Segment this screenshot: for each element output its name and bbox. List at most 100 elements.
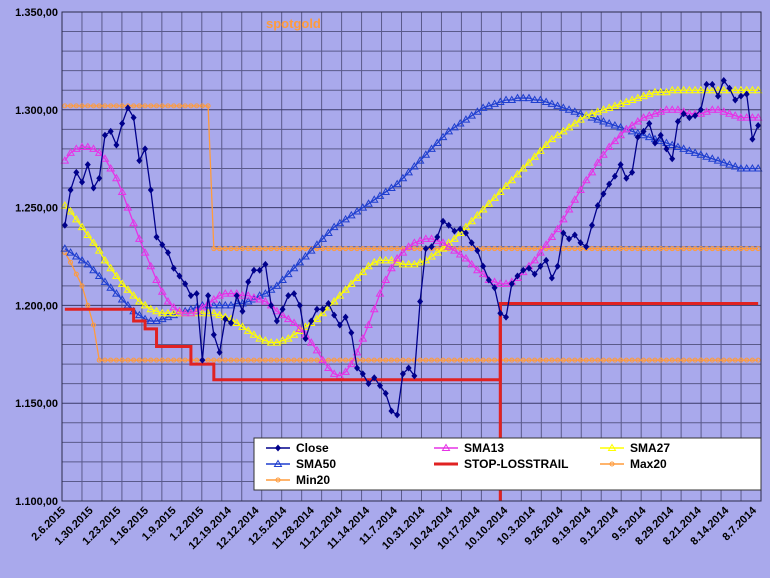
point-sma50 [644,132,654,141]
point-close [594,202,601,210]
point-sma13 [656,107,666,115]
point-close [715,92,722,100]
point-sma13 [725,109,734,117]
legend-label: SMA27 [630,441,670,455]
point-min20 [469,357,475,363]
point-max20 [280,246,286,252]
point-max20 [171,103,177,109]
point-sma13 [123,203,133,211]
point-sma27 [94,246,104,254]
point-sma27 [639,91,648,100]
point-close [749,135,756,143]
point-close [440,217,447,225]
point-close [623,174,630,182]
legend-item-min20: Min20 [266,473,330,487]
point-max20 [360,246,366,252]
point-close [634,133,641,141]
point-sma13 [644,111,654,119]
point-sma50 [295,257,305,266]
point-max20 [366,246,372,252]
y-tick-label: 1.300,00 [15,105,58,117]
point-max20 [136,103,142,109]
point-sma50 [94,271,104,280]
point-sma50 [541,97,551,105]
point-sma13 [570,195,580,203]
point-sma50 [306,246,316,254]
point-close [101,131,108,139]
point-sma50 [719,158,729,166]
point-sma13 [243,291,253,299]
point-sma13 [587,167,597,176]
point-sma50 [467,111,477,119]
point-max20 [646,246,652,252]
point-max20 [119,103,125,109]
point-close [726,84,733,92]
point-min20 [234,357,240,363]
point-sma13 [66,148,75,156]
point-min20 [91,322,97,328]
point-sma13 [667,105,677,113]
point-max20 [566,246,572,252]
point-sma13 [495,279,505,287]
point-min20 [251,357,257,363]
point-min20 [509,357,515,363]
point-close [663,145,670,153]
point-max20 [560,246,566,252]
point-min20 [526,357,532,363]
point-close [262,260,269,268]
point-max20 [314,246,320,252]
point-sma50 [369,195,379,203]
point-sma13 [621,124,631,133]
point-sma13 [547,232,557,240]
point-close [394,411,401,419]
point-sma50 [255,291,265,299]
point-close [96,174,103,182]
point-sma50 [117,295,127,303]
point-max20 [245,246,251,252]
point-sma27 [387,255,396,264]
point-close [480,262,487,270]
point-sma13 [662,105,671,113]
point-sma27 [587,109,597,117]
point-close [245,278,252,286]
point-close [451,227,458,235]
point-close [291,290,298,298]
point-min20 [744,357,750,363]
point-max20 [194,103,200,109]
series-line-sma27 [64,89,759,344]
point-min20 [297,357,303,363]
legend-label: Min20 [296,473,330,487]
point-sma13 [564,205,574,213]
point-sma50 [358,203,368,211]
point-sma50 [673,142,683,150]
point-sma13 [312,345,322,354]
point-max20 [635,246,641,252]
point-sma50 [283,269,293,278]
point-close [531,270,538,278]
point-sma27 [610,101,620,109]
point-close [674,118,681,126]
point-min20 [377,357,383,363]
point-sma13 [198,302,207,311]
point-max20 [629,246,635,252]
point-sma50 [381,187,391,195]
point-min20 [417,357,423,363]
point-sma13 [461,253,471,262]
point-sma27 [621,97,631,105]
point-close [629,168,636,176]
point-min20 [68,259,74,265]
point-sma13 [558,214,568,223]
point-sma27 [152,306,161,315]
point-min20 [239,357,245,363]
point-close [273,317,280,325]
point-max20 [154,103,160,109]
point-sma27 [507,175,517,184]
point-close [331,311,338,319]
point-close [313,305,320,313]
point-sma50 [599,117,608,125]
point-sma13 [455,250,465,258]
point-min20 [325,357,331,363]
point-min20 [360,357,366,363]
point-max20 [337,246,343,252]
